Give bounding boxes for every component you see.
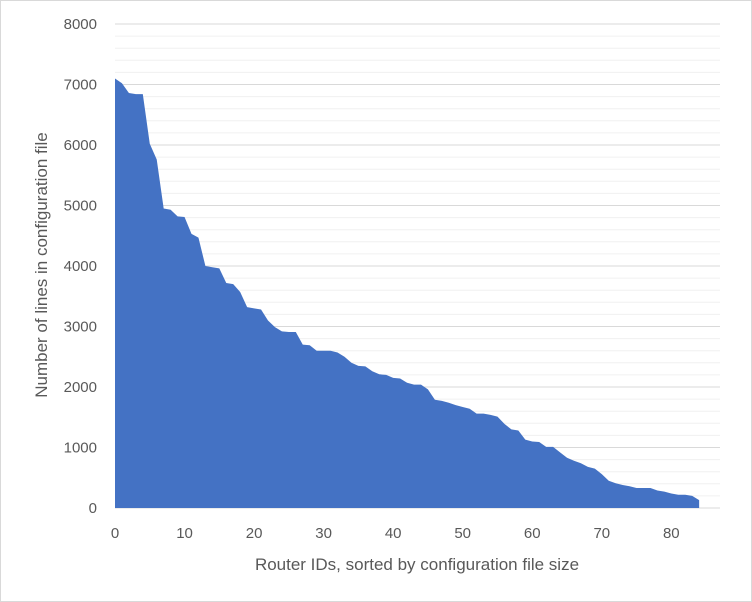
- y-tick-label: 8000: [64, 16, 97, 33]
- x-tick-label: 60: [524, 525, 541, 542]
- area-fill: [115, 78, 700, 508]
- y-tick-label: 4000: [64, 258, 97, 275]
- x-tick-label: 20: [246, 525, 263, 542]
- x-axis-title: Router IDs, sorted by configuration file…: [255, 555, 579, 574]
- y-tick-label: 6000: [64, 137, 97, 154]
- y-axis-title: Number of lines in configuration file: [32, 132, 51, 398]
- area-series: [115, 78, 700, 508]
- x-tick-label: 10: [176, 525, 193, 542]
- y-axis-ticks: 0 1000 2000 3000 4000 5000 6000 7000 8000: [64, 16, 97, 517]
- y-tick-label: 7000: [64, 77, 97, 94]
- x-axis-ticks: 0 10 20 30 40 50 60 70 80: [111, 525, 680, 542]
- y-tick-label: 3000: [64, 319, 97, 336]
- x-tick-label: 80: [663, 525, 680, 542]
- x-tick-label: 30: [315, 525, 332, 542]
- x-tick-label: 70: [593, 525, 610, 542]
- y-tick-label: 1000: [64, 440, 97, 457]
- y-tick-label: 0: [89, 500, 97, 517]
- y-tick-label: 2000: [64, 379, 97, 396]
- x-tick-label: 0: [111, 525, 119, 542]
- x-tick-label: 50: [454, 525, 471, 542]
- y-tick-label: 5000: [64, 198, 97, 215]
- x-tick-label: 40: [385, 525, 402, 542]
